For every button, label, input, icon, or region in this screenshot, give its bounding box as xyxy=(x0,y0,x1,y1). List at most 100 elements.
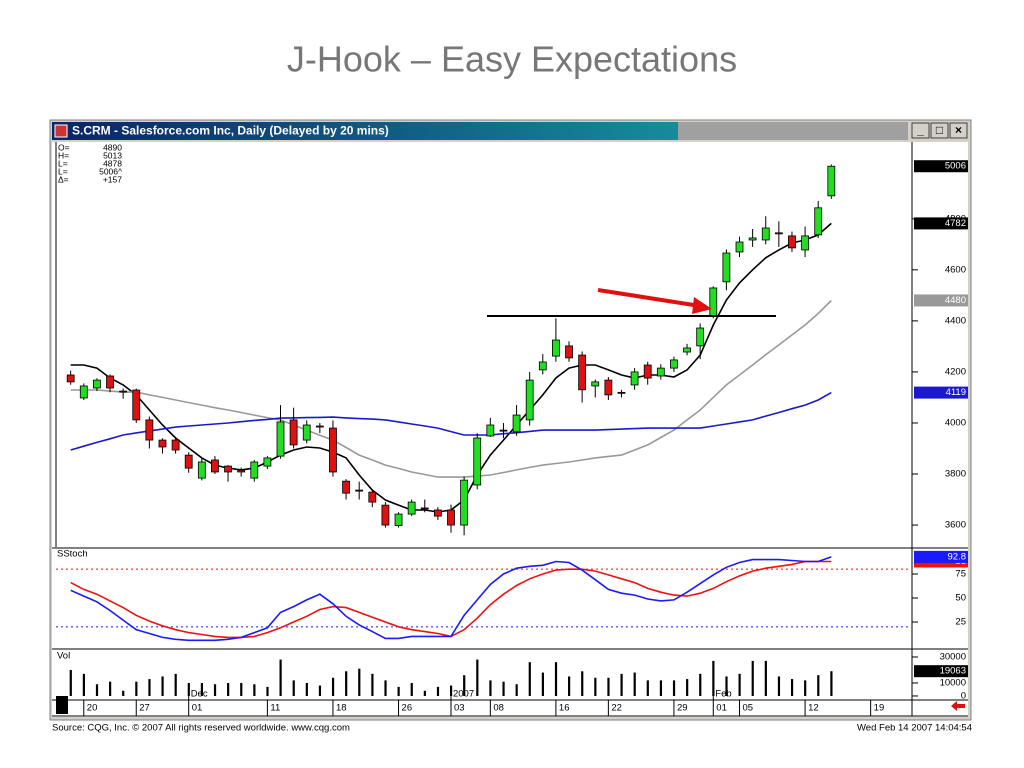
volume-bar xyxy=(318,685,322,696)
window-button-label[interactable]: □ xyxy=(936,123,943,137)
volume-bar xyxy=(82,673,85,696)
volume-bar xyxy=(305,682,308,696)
volume-bar xyxy=(672,680,676,696)
window-button-label[interactable]: _ xyxy=(916,123,924,137)
panel-title: Vol xyxy=(57,651,70,662)
value-box xyxy=(914,217,968,230)
volume-bar xyxy=(659,680,663,696)
candle-body xyxy=(827,165,836,197)
x-tick-label: 20 xyxy=(87,703,98,714)
value-box-label: 19063 xyxy=(940,666,966,677)
candle-body xyxy=(801,235,809,251)
candle-body xyxy=(722,252,731,283)
y-tick-label: 4400 xyxy=(945,315,966,326)
volume-bar xyxy=(148,679,151,696)
candle-body xyxy=(329,427,337,473)
candle-body xyxy=(315,425,324,428)
x-tick-label: 01 xyxy=(192,703,203,714)
y-tick-label: 25 xyxy=(955,617,966,628)
title-bar-inactive xyxy=(678,122,908,140)
candle-body xyxy=(184,454,193,469)
slide-title: J-Hook – Easy Expectations xyxy=(287,39,737,80)
candle-body xyxy=(420,507,429,510)
candle-body xyxy=(132,389,141,421)
volume-bar xyxy=(712,660,715,696)
candle-body xyxy=(486,424,495,437)
volume-bar xyxy=(764,660,767,696)
value-box xyxy=(914,160,968,173)
volume-bar xyxy=(725,676,728,696)
arrow-head xyxy=(692,297,712,314)
volume-bar xyxy=(436,686,440,696)
candle-body xyxy=(106,375,114,389)
window-button[interactable] xyxy=(949,122,968,139)
volume-bar xyxy=(95,684,99,696)
candle-body xyxy=(499,429,508,432)
info-value: 4890 xyxy=(103,142,122,152)
info-label: L= xyxy=(58,158,68,168)
candle-body xyxy=(79,385,88,399)
y-tick-label: 3600 xyxy=(945,520,966,531)
volume-bar xyxy=(502,681,505,696)
x-tick-label: 01 xyxy=(716,703,727,714)
volume-bar xyxy=(581,671,584,696)
volume-bar xyxy=(790,679,794,696)
y-tick-label: 4600 xyxy=(945,264,966,275)
y-tick-label: 0 xyxy=(961,690,966,701)
volume-bar xyxy=(568,676,571,696)
candle-body xyxy=(643,364,652,379)
volume-bar xyxy=(463,675,466,696)
volume-bar xyxy=(554,662,558,696)
volume-bar xyxy=(686,679,689,696)
candle-body xyxy=(289,419,298,446)
candle-body xyxy=(342,480,350,494)
candle-body xyxy=(171,439,180,451)
volume-bar xyxy=(489,680,492,696)
volume-bar xyxy=(620,673,623,696)
candle-body xyxy=(263,457,272,467)
candle-body xyxy=(355,489,364,492)
candle-body xyxy=(93,379,101,389)
info-value: 4878 xyxy=(103,158,122,168)
footer-timestamp: Wed Feb 14 2007 14:04:54 xyxy=(857,723,972,734)
candle-body xyxy=(276,421,285,457)
moving-average xyxy=(70,391,832,451)
volume-bar xyxy=(345,671,348,696)
x-tick-label: 08 xyxy=(493,703,504,714)
volume-bar xyxy=(384,680,387,696)
volume-bar xyxy=(751,660,754,696)
y-tick-label: 50 xyxy=(955,593,966,604)
volume-bar xyxy=(410,682,413,696)
volume-bar xyxy=(594,677,597,696)
candle-body xyxy=(197,461,206,479)
candle-body xyxy=(158,439,167,448)
app-icon xyxy=(54,124,68,138)
x-tick-label: 03 xyxy=(454,703,465,714)
volume-bar xyxy=(358,668,361,696)
candle-body xyxy=(368,491,377,503)
candle-body xyxy=(604,379,613,396)
window-button[interactable] xyxy=(911,122,930,139)
candle-body xyxy=(696,327,705,347)
value-box xyxy=(914,550,968,563)
volume-bar xyxy=(122,690,125,696)
value-box-label: 92.8 xyxy=(948,551,967,562)
candle-body xyxy=(683,347,691,353)
x-tick-label: 29 xyxy=(677,703,688,714)
volume-bar xyxy=(541,672,544,696)
info-value: 5013 xyxy=(103,150,122,160)
scroll-marker xyxy=(56,696,68,714)
window-button-label[interactable]: × xyxy=(955,123,962,137)
volume-bar xyxy=(266,686,269,696)
window-button[interactable] xyxy=(930,122,949,139)
candle-body xyxy=(473,437,482,486)
candle-body xyxy=(774,232,783,235)
volume-bar xyxy=(515,684,518,696)
candle-body xyxy=(224,465,232,473)
x-tick-label: 12 xyxy=(808,703,819,714)
candle-body xyxy=(66,374,75,383)
line-series xyxy=(70,556,832,642)
candle-body xyxy=(460,479,469,526)
panel-title: SStoch xyxy=(57,549,88,560)
value-box-label: 4119 xyxy=(946,387,966,398)
